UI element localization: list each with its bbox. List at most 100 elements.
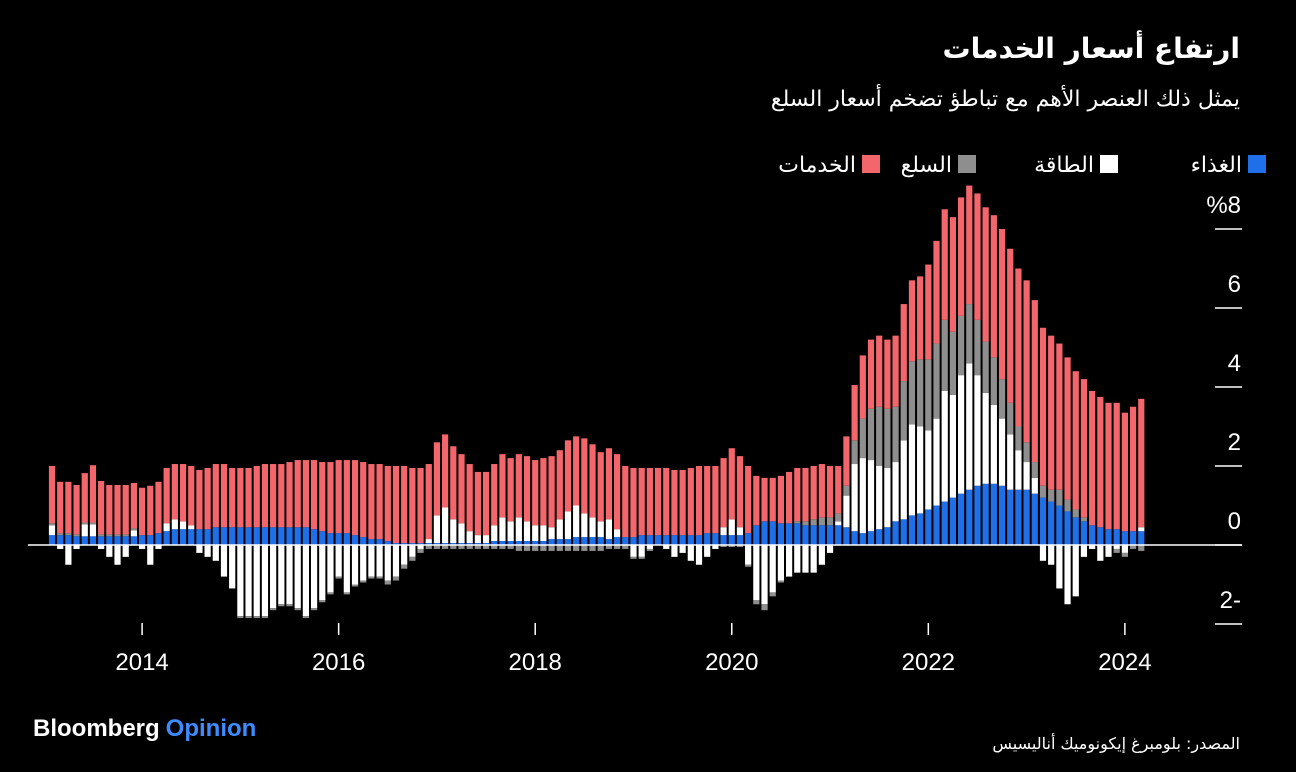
bar-segment — [278, 527, 285, 545]
bar-segment — [89, 465, 97, 523]
bar-segment — [130, 530, 137, 537]
bar-segment — [376, 545, 383, 577]
bar-segment — [614, 529, 621, 538]
bar-segment — [835, 466, 842, 514]
bar-segment — [1121, 552, 1128, 557]
bar-segment — [769, 545, 776, 593]
bar-segment — [876, 466, 883, 530]
bar-segment — [106, 536, 113, 545]
bar-segment — [1007, 248, 1014, 403]
bar-segment — [401, 545, 408, 565]
bar-segment — [982, 341, 989, 393]
bar-segment — [532, 541, 539, 545]
bar-segment — [1105, 402, 1112, 530]
bar-segment — [106, 545, 113, 557]
bar-segment — [818, 525, 825, 545]
bar-segment — [114, 536, 121, 545]
x-tick-label: 2022 — [902, 649, 955, 676]
bar-segment — [564, 545, 572, 551]
bar-segment — [556, 519, 563, 540]
bar-segment — [630, 556, 637, 559]
bar-segment — [122, 545, 129, 557]
bar-segment — [630, 537, 637, 545]
bar-segment — [646, 467, 653, 536]
bar-segment — [974, 193, 981, 320]
bar-segment — [998, 229, 1006, 380]
bar-segment — [1039, 327, 1047, 486]
bar-segment — [818, 464, 825, 518]
y-tick-label: 0 — [1228, 508, 1241, 535]
bar-segment — [736, 456, 744, 528]
bar-segment — [327, 545, 334, 593]
bar-segment — [278, 604, 285, 607]
bar-segment — [867, 460, 875, 532]
bar-segment — [48, 535, 56, 545]
bar-segment — [253, 527, 260, 545]
bar-segment — [949, 331, 956, 395]
bar-segment — [736, 545, 744, 547]
bar-segment — [450, 545, 457, 549]
bar-segment — [1023, 489, 1030, 545]
bar-segment — [1007, 402, 1014, 435]
bar-segment — [908, 515, 916, 545]
bar-segment — [1056, 545, 1063, 589]
bar-segment — [884, 408, 891, 468]
bar-segment — [671, 545, 678, 557]
bar-segment — [48, 523, 56, 526]
bar-segment — [458, 543, 465, 545]
bar-segment — [573, 505, 580, 538]
bar-segment — [794, 545, 801, 573]
x-tick-label: 2018 — [509, 649, 562, 676]
bar-segment — [392, 576, 400, 581]
bar-segment — [302, 545, 309, 617]
bar-segment — [736, 535, 744, 545]
bar-segment — [1129, 406, 1137, 532]
bar-segment — [220, 464, 228, 528]
bar-segment — [425, 464, 432, 540]
bar-segment — [835, 525, 842, 545]
bar-segment — [171, 529, 178, 545]
bar-segment — [802, 521, 809, 526]
bar-segment — [351, 545, 359, 585]
bar-segment — [851, 440, 858, 465]
bar-segment — [1121, 531, 1128, 545]
bar-segment — [1080, 517, 1088, 522]
bar-segment — [433, 515, 441, 544]
bar-segment — [859, 533, 866, 545]
bar-segment — [900, 381, 907, 441]
bar-segment — [810, 525, 817, 545]
bar-segment — [843, 485, 850, 496]
bar-segment — [957, 315, 965, 376]
bar-segment — [1089, 390, 1096, 526]
bar-segment — [319, 462, 326, 532]
bar-segment — [81, 473, 88, 523]
bar-segment — [1048, 335, 1055, 490]
bar-segment — [98, 534, 105, 537]
bar-segment — [802, 525, 809, 545]
bar-segment — [638, 467, 645, 536]
bar-segment — [1138, 398, 1145, 528]
bar-segment — [687, 545, 694, 561]
bar-segment — [245, 527, 252, 545]
bar-segment — [957, 493, 965, 545]
bar-segment — [867, 531, 875, 545]
bar-segment — [261, 464, 269, 528]
bar-segment — [966, 185, 973, 305]
bar-segment — [147, 545, 154, 565]
bar-segment — [998, 379, 1006, 419]
bar-segment — [663, 545, 670, 549]
bar-segment — [179, 529, 187, 545]
bar-segment — [941, 319, 948, 391]
source: المصدر: بلومبرغ إيكونوميك أناليسيس — [992, 733, 1240, 754]
bar-segment — [229, 467, 236, 528]
bar-segment — [523, 545, 531, 551]
bar-segment — [442, 434, 449, 508]
bar-segment — [327, 533, 334, 545]
bar-segment — [532, 460, 539, 526]
bar-segment — [1048, 545, 1055, 565]
bar-segment — [679, 535, 686, 545]
bar-segment — [171, 519, 178, 530]
bar-segment — [933, 505, 940, 545]
bar-segment — [204, 545, 211, 557]
bar-segment — [65, 545, 72, 565]
